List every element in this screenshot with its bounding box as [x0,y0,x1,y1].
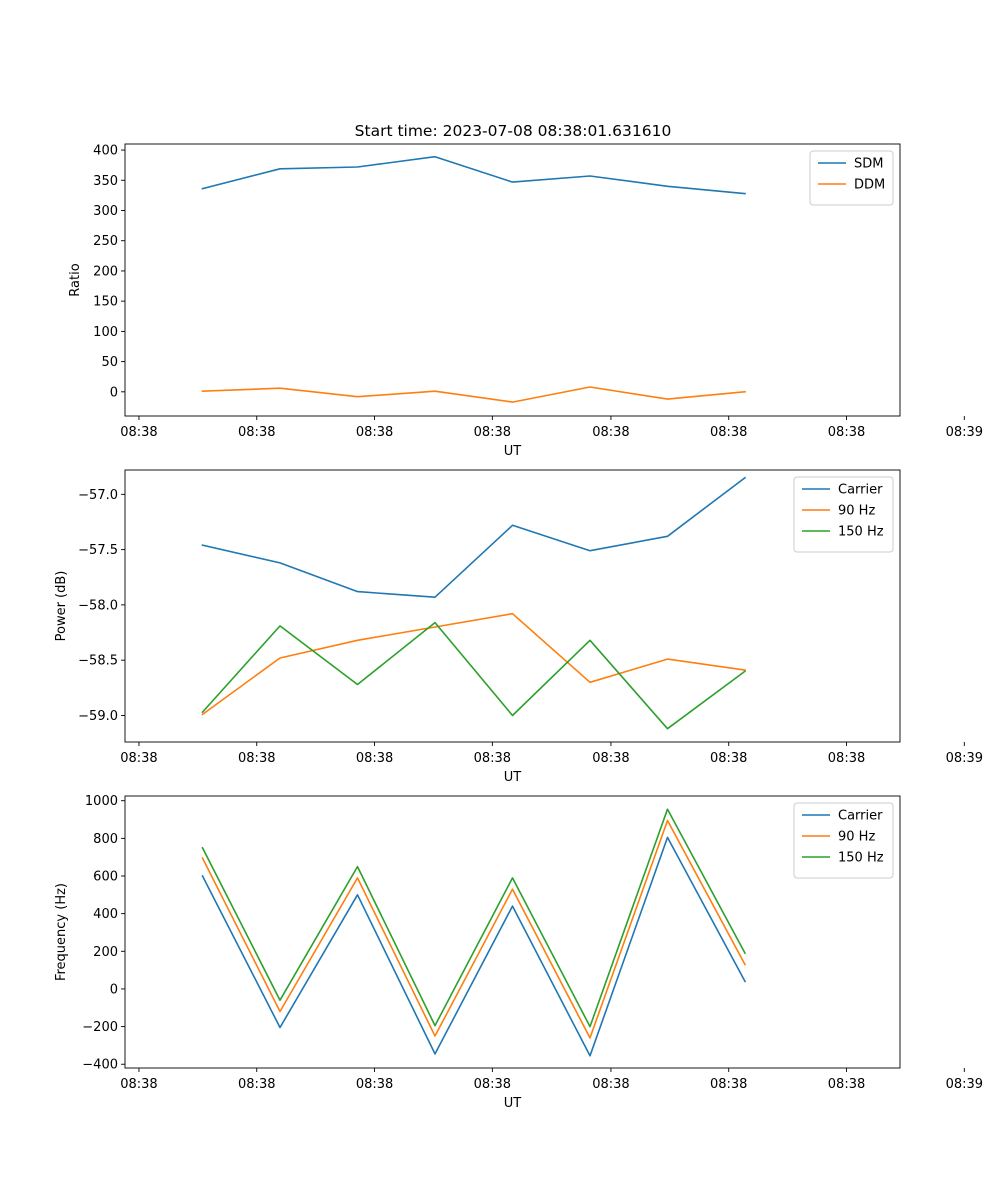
y-tick-label: 250 [93,234,118,249]
chart-1: 08:38 08:38 08:38 08:38 08:38 08:38 08:38 08:39… [68,144,983,459]
charts-container: 08:38 08:38 08:38 08:38 08:38 08:38 08:38 08:39… [54,144,983,1111]
x-tick-label: 08:38 [474,751,511,766]
series-line-carrier [201,476,747,599]
legend-label-90-hz: 90 Hz [838,830,875,845]
legend-box [793,802,894,879]
x-tick-label: 08:38 [828,751,865,766]
series-line-sdm [201,155,746,195]
x-tick-label: 08:38 [828,1077,865,1092]
axes-frame [124,469,901,743]
x-tick-label: 08:38 [710,425,747,440]
series-line-150-hz [201,808,747,1028]
legend-box [793,476,894,553]
x-tick-label: 08:38 [356,751,393,766]
figure-title: Start time: 2023-07-08 08:38:01.631610 [355,122,672,140]
x-tick-label: 08:38 [592,1077,629,1092]
y-tick-label: 1000 [85,794,118,809]
y-tick-label: 800 [93,832,118,847]
x-tick-label: 08:38 [238,425,275,440]
y-tick-label: 100 [93,325,118,340]
x-tick-label: 08:38 [238,751,275,766]
y-tick-label: 0 [110,982,118,997]
x-tick-label: 08:38 [592,751,629,766]
y-axis-label: Ratio [68,263,83,296]
y-tick-label: 200 [93,945,118,960]
y-tick-label: 400 [93,144,118,159]
axes-frame [124,143,901,417]
x-axis-label: UT [504,444,522,459]
chart-3: 08:38 08:38 08:38 08:38 08:38 08:38 08:38 08:39… [54,794,983,1111]
x-tick-label: 08:38 [710,751,747,766]
x-tick-label: 08:38 [356,425,393,440]
y-tick-label: −59.0 [78,709,118,724]
x-tick-label: 08:38 [592,425,629,440]
x-tick-label: 08:39 [946,751,983,766]
series-line-150-hz [201,621,747,730]
y-axis-label: Frequency (Hz) [54,883,69,981]
legend-label-ddm: DDM [854,178,885,193]
x-tick-label: 08:38 [474,1077,511,1092]
y-tick-label: −58.0 [78,598,118,613]
y-tick-label: −400 [82,1058,118,1073]
y-tick-label: 50 [101,355,118,370]
legend-label-carrier: Carrier [838,483,883,498]
y-tick-label: −57.5 [78,543,118,558]
y-tick-label: 0 [110,385,118,400]
y-tick-label: 150 [93,295,118,310]
series-line-ddm [201,386,746,403]
y-tick-label: −57.0 [78,488,118,503]
x-axis-label: UT [504,1096,522,1111]
legend-label-sdm: SDM [854,157,883,172]
x-tick-label: 08:38 [828,425,865,440]
y-tick-label: −200 [82,1020,118,1035]
x-axis-label: UT [504,770,522,785]
x-tick-label: 08:38 [474,425,511,440]
x-tick-label: 08:39 [946,1077,983,1092]
y-tick-label: 200 [93,264,118,279]
legend-label-150-hz: 150 Hz [838,525,884,540]
x-tick-label: 08:38 [120,1077,157,1092]
series-line-90-hz [201,819,747,1039]
x-tick-label: 08:38 [120,425,157,440]
series-line-carrier [201,836,747,1057]
chart-2: 08:38 08:38 08:38 08:38 08:38 08:38 08:38 08:39… [54,469,983,785]
legend-label-90-hz: 90 Hz [838,504,875,519]
legend-label-150-hz: 150 Hz [838,851,884,866]
x-tick-label: 08:38 [710,1077,747,1092]
x-tick-label: 08:39 [946,425,983,440]
legend-box [809,150,894,206]
y-tick-label: 600 [93,870,118,885]
x-tick-label: 08:38 [356,1077,393,1092]
y-axis-label: Power (dB) [54,571,69,642]
legend-label-carrier: Carrier [838,809,883,824]
series-line-90-hz [201,612,746,716]
x-tick-label: 08:38 [238,1077,275,1092]
y-tick-label: 350 [93,174,118,189]
axes-frame [124,795,901,1069]
x-tick-label: 08:38 [120,751,157,766]
y-tick-label: −58.5 [78,654,118,669]
y-tick-label: 400 [93,907,118,922]
y-tick-label: 300 [93,204,118,219]
